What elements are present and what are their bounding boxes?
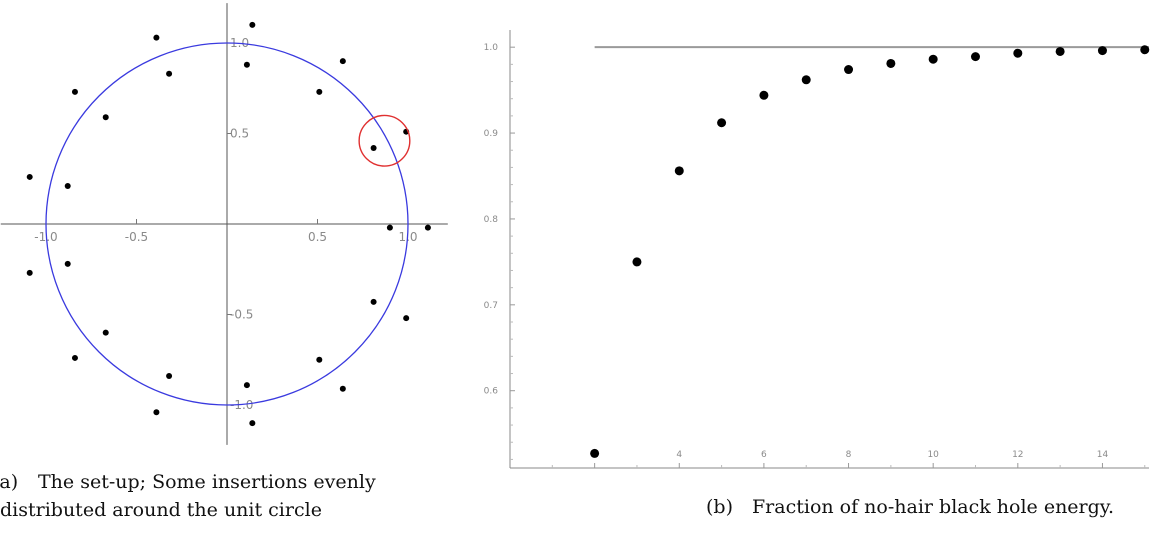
data-point <box>801 75 811 85</box>
data-point <box>26 269 33 276</box>
data-point <box>64 260 71 267</box>
data-point <box>166 70 173 77</box>
plot-b-energy-fraction: 24681012140.60.70.80.91.0 <box>484 30 1150 469</box>
caption-b-tag: (b) <box>706 496 733 518</box>
data-point <box>886 58 896 68</box>
data-point <box>249 21 256 28</box>
y-tick-label: 0.6 <box>484 387 499 397</box>
caption-b-text: Fraction of no-hair black hole energy. <box>752 496 1115 518</box>
data-point <box>632 257 642 267</box>
x-tick-label: 8 <box>846 450 852 460</box>
x-tick-label: 14 <box>1097 450 1109 460</box>
data-point <box>339 385 346 392</box>
caption-a-line-2: distributed around the unit circle <box>0 499 322 521</box>
data-point <box>403 315 410 322</box>
data-point <box>153 34 160 41</box>
data-point <box>26 173 33 180</box>
data-point <box>370 298 377 305</box>
caption-a: (a) The set-up; Some insertions evenly di… <box>0 468 376 524</box>
data-point <box>1140 45 1150 55</box>
caption-b: (b) Fraction of no-hair black hole energy… <box>706 493 1114 521</box>
data-point <box>928 54 938 64</box>
data-point <box>1097 46 1107 56</box>
data-point <box>102 114 109 121</box>
x-tick-label: 6 <box>761 450 767 460</box>
data-point <box>64 182 71 189</box>
y-tick-label: 0.7 <box>484 301 498 311</box>
data-point <box>316 356 323 363</box>
y-tick-label: 0.8 <box>484 215 499 225</box>
data-point <box>970 52 980 62</box>
data-point <box>316 88 323 95</box>
y-tick-label: -0.5 <box>230 308 253 322</box>
data-point <box>71 88 78 95</box>
data-point <box>424 224 431 231</box>
data-point <box>759 90 769 100</box>
data-point <box>243 61 250 68</box>
data-point <box>844 65 854 75</box>
x-tick-label: 10 <box>927 450 939 460</box>
data-point <box>386 224 393 231</box>
data-point <box>102 329 109 336</box>
x-tick-label: 12 <box>1012 450 1023 460</box>
data-point <box>71 354 78 361</box>
y-tick-label: 0.5 <box>230 127 249 141</box>
y-tick-label: 0.9 <box>484 129 499 139</box>
unit-circle <box>45 42 409 406</box>
data-point <box>674 166 684 176</box>
data-point <box>717 118 727 128</box>
data-point <box>1013 48 1023 58</box>
plot-a-setup: -1.0 -0.5 0.5 1.01.00.5-0.5-1.0 <box>0 3 448 445</box>
y-tick-label: 1.0 <box>484 43 499 53</box>
x-tick-label: 4 <box>676 450 682 460</box>
data-point <box>153 409 160 416</box>
x-tick-label: -0.5 <box>125 230 148 244</box>
data-point <box>166 373 173 380</box>
data-point <box>370 144 377 151</box>
data-point <box>249 420 256 427</box>
data-point <box>339 58 346 65</box>
caption-a-tag: (a) <box>0 471 19 493</box>
data-point <box>1055 46 1065 56</box>
caption-a-line-1: The set-up; Some insertions evenly <box>38 471 376 493</box>
data-point <box>243 382 250 389</box>
highlight-circle <box>358 114 411 167</box>
data-point <box>590 448 600 458</box>
x-tick-label: 0.5 <box>308 230 327 244</box>
